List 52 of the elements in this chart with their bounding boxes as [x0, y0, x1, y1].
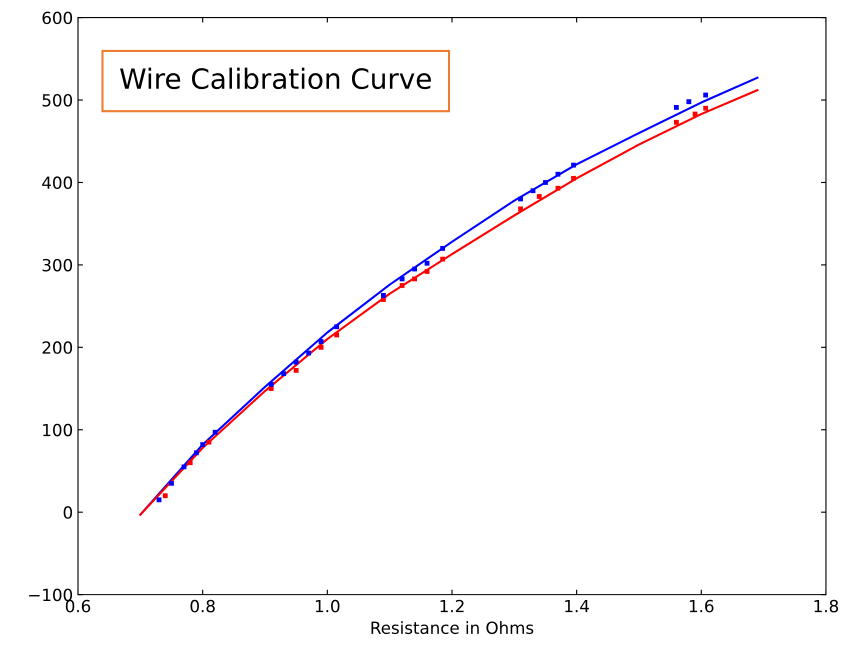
- point: [412, 276, 417, 282]
- point: [543, 180, 548, 185]
- point: [703, 92, 708, 98]
- point: [692, 112, 698, 116]
- point: [400, 276, 405, 282]
- point: [334, 332, 340, 338]
- y-tick-label: −100: [29, 588, 72, 602]
- point: [424, 269, 430, 274]
- point: [156, 497, 162, 502]
- x-tick-label: 1.0: [316, 600, 340, 612]
- point: [200, 442, 206, 448]
- y-tick-label: 100: [43, 424, 72, 436]
- point: [318, 339, 324, 344]
- point: [536, 194, 542, 199]
- point: [424, 260, 430, 266]
- point: [440, 246, 446, 251]
- x-tick-label: 0.8: [190, 600, 215, 612]
- y-tick-label: 500: [42, 94, 72, 107]
- x-tick-label: 0.6: [66, 600, 90, 612]
- point: [571, 162, 576, 168]
- x-tick-label: 1.6: [690, 600, 714, 612]
- point: [556, 186, 560, 191]
- point: [206, 440, 212, 445]
- point: [212, 430, 218, 435]
- point: [294, 368, 299, 373]
- x-tick-label: 1.2: [440, 600, 464, 612]
- point: [182, 464, 186, 470]
- text: Wire Calibration Curve: [120, 68, 431, 90]
- y-tick-label: 0: [64, 506, 72, 519]
- x-tick-label: 1.8: [814, 600, 838, 612]
- point: [412, 266, 417, 272]
- point: [169, 480, 174, 486]
- y-tick-label: 600: [42, 12, 72, 24]
- point: [306, 350, 312, 356]
- point: [674, 120, 679, 125]
- point: [318, 344, 324, 350]
- point: [518, 196, 523, 202]
- point: [674, 105, 679, 110]
- point: [400, 283, 405, 288]
- y-tick-label: 400: [42, 176, 72, 190]
- point: [194, 450, 199, 456]
- point: [530, 188, 536, 194]
- point: [518, 206, 523, 212]
- point: [556, 172, 560, 177]
- point: [381, 292, 386, 298]
- y-tick-label: 300: [42, 258, 72, 272]
- x-tick-label: 1.4: [565, 600, 589, 612]
- x-axis-title: Resistance in Ohms: [372, 621, 534, 634]
- point: [440, 256, 446, 262]
- point: [571, 176, 576, 181]
- point: [268, 382, 274, 387]
- y-tick-label: 200: [42, 341, 72, 354]
